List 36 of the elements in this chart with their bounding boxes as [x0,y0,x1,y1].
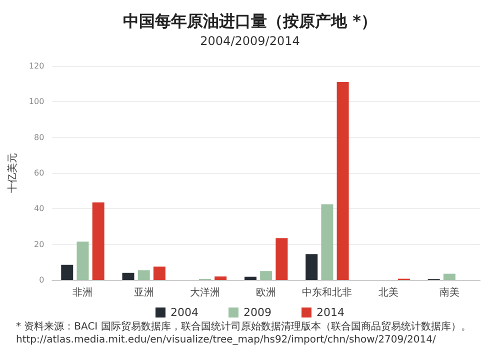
chart-subtitle: 2004/2009/2014 [200,34,300,48]
text: http://atlas.media.mit.edu/en/visualize/tree_map/hs92/import/chn/show/2709/2014/ [16,334,436,346]
legend-label: 2009 [244,306,272,319]
bar [153,266,166,280]
bar [244,276,256,280]
y-tick-label: 80 [34,132,44,142]
x-tick-label: 大洋洲 [190,286,220,298]
chart-title: 中国每年原油进口量（按原产地 *） [123,12,377,30]
bar [336,82,349,280]
y-axis-title: 十亿美元 [6,153,18,193]
bar [92,202,104,280]
bar [306,254,318,280]
legend-label: 2014 [316,306,344,319]
legend-label: 2004 [170,306,199,319]
x-tick-label: 南美 [439,286,460,298]
x-tick-label: 北美 [378,286,398,298]
y-tick-label: 0 [39,276,44,284]
y-tick-label: 40 [34,204,44,214]
bar [122,272,134,280]
bar [76,242,89,280]
x-tick-label: 亚洲 [134,286,154,298]
y-tick-label: 120 [28,62,44,70]
bar [321,204,334,280]
y-tick-label: 60 [34,168,44,178]
text: * 资料来源：BACI 国际贸易数据库，联合国统计司原始数据清理版本（联合国商品贸易统计数据库）。 [16,320,471,332]
bar [276,238,288,280]
bar [138,270,150,280]
bar [61,264,74,280]
y-tick-label: 100 [28,97,44,106]
x-tick-label: 非洲 [72,286,93,298]
x-tick-label: 欧洲 [256,286,276,298]
y-tick-label: 20 [34,240,44,249]
bar [214,276,227,280]
bar [260,271,272,280]
x-tick-label: 中东和北非 [302,286,352,298]
bar [443,274,456,280]
